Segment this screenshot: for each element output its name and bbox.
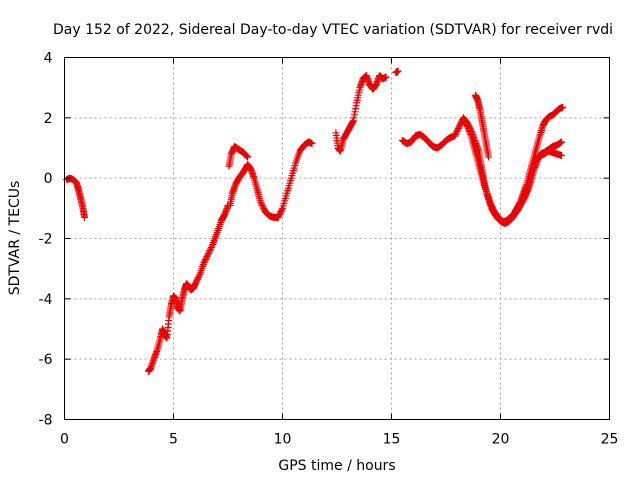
x-axis-label: GPS time / hours bbox=[278, 458, 395, 474]
data-point bbox=[308, 139, 316, 147]
data-point bbox=[277, 207, 285, 215]
data-point bbox=[274, 213, 282, 221]
data-point bbox=[485, 153, 493, 161]
data-point bbox=[204, 250, 212, 258]
data-point bbox=[192, 278, 200, 286]
series-segment bbox=[225, 142, 252, 170]
series-segment bbox=[332, 72, 390, 155]
data-point bbox=[451, 130, 459, 138]
data-point bbox=[204, 251, 212, 259]
x-tick-label: 0 bbox=[60, 432, 69, 448]
data-point bbox=[454, 124, 462, 132]
x-tick-label: 15 bbox=[383, 432, 401, 448]
data-point bbox=[191, 280, 199, 288]
data-point bbox=[452, 129, 460, 137]
x-tick-label: 5 bbox=[169, 432, 178, 448]
data-point bbox=[81, 213, 89, 221]
series-segment bbox=[63, 174, 89, 221]
data-point bbox=[258, 201, 266, 209]
x-tick-label: 25 bbox=[601, 432, 619, 448]
data-point bbox=[194, 274, 202, 282]
series-segment bbox=[226, 138, 316, 221]
y-tick-label: -6 bbox=[39, 352, 53, 368]
data-point bbox=[200, 259, 208, 267]
data-point bbox=[195, 272, 203, 280]
data-point bbox=[202, 254, 210, 262]
y-tick-label: 4 bbox=[44, 51, 53, 67]
x-tick-label: 20 bbox=[492, 432, 510, 448]
axis-ticks: 0 5 10 15 20 25 -8 -6 -4 -2 0 2 4 bbox=[39, 51, 619, 448]
data-point bbox=[207, 245, 215, 253]
data-point bbox=[276, 209, 284, 217]
data-point bbox=[208, 242, 216, 250]
data-point bbox=[278, 206, 286, 214]
series-segment bbox=[461, 103, 567, 226]
data-point bbox=[456, 121, 464, 129]
chart-title: Day 152 of 2022, Sidereal Day-to-day VTE… bbox=[53, 22, 613, 38]
y-tick-label: -2 bbox=[39, 232, 53, 248]
y-tick-label: 2 bbox=[44, 111, 53, 127]
data-point bbox=[242, 152, 250, 160]
data-point bbox=[243, 152, 251, 160]
data-point bbox=[453, 127, 461, 135]
data-point bbox=[275, 212, 283, 220]
data-point bbox=[193, 277, 201, 285]
series-segment bbox=[531, 147, 566, 164]
x-tick-label: 10 bbox=[274, 432, 292, 448]
data-point bbox=[559, 103, 567, 111]
data-point bbox=[244, 153, 252, 161]
data-point bbox=[455, 123, 463, 131]
data-point bbox=[276, 210, 284, 218]
y-axis-label: SDTVAR / TECUs bbox=[7, 181, 23, 296]
series-segment bbox=[471, 91, 493, 161]
y-tick-label: -4 bbox=[39, 292, 53, 308]
data-point bbox=[205, 248, 213, 256]
data-point bbox=[454, 126, 462, 134]
series-segment bbox=[144, 201, 232, 375]
series-segment bbox=[392, 67, 402, 77]
data-point bbox=[257, 198, 265, 206]
y-tick-label: 0 bbox=[44, 171, 53, 187]
data-point bbox=[558, 152, 566, 160]
data-point bbox=[451, 132, 459, 140]
data-point bbox=[259, 203, 267, 211]
data-point bbox=[201, 256, 209, 264]
data-point bbox=[206, 247, 214, 255]
data-point bbox=[193, 275, 201, 283]
data-point bbox=[394, 67, 402, 75]
data-series bbox=[63, 67, 567, 375]
data-point bbox=[201, 257, 209, 265]
data-point bbox=[207, 244, 215, 252]
data-point bbox=[257, 200, 265, 208]
data-point bbox=[203, 253, 211, 261]
data-point bbox=[382, 73, 390, 81]
data-point bbox=[260, 204, 268, 212]
grid-lines bbox=[64, 57, 610, 420]
y-tick-label: -8 bbox=[39, 413, 53, 429]
data-point bbox=[558, 138, 566, 146]
